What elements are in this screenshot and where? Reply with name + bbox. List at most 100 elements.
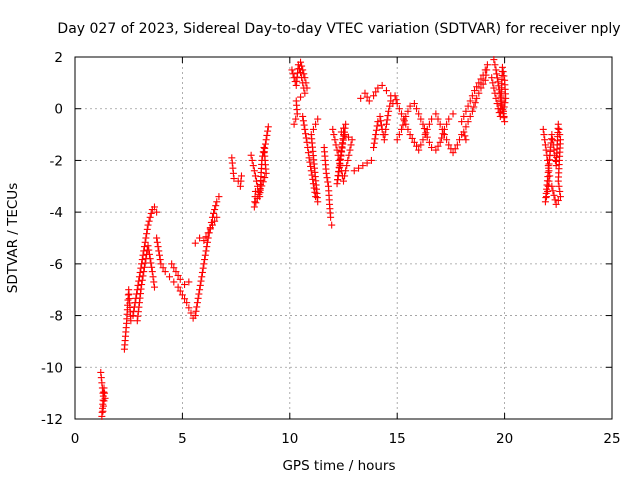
data-point	[185, 278, 193, 286]
data-point	[256, 186, 264, 194]
data-point	[200, 237, 208, 245]
data-point	[382, 125, 390, 133]
data-point	[300, 70, 308, 78]
data-point	[357, 94, 365, 102]
data-point	[462, 123, 470, 131]
data-point	[380, 136, 388, 144]
data-point	[348, 136, 356, 144]
data-point	[494, 78, 502, 86]
data-point	[374, 84, 382, 92]
data-point	[153, 208, 161, 216]
data-point	[350, 167, 358, 175]
data-point	[413, 105, 421, 113]
data-point	[378, 81, 386, 89]
data-point	[196, 286, 204, 294]
data-point	[471, 87, 479, 95]
data-point	[145, 250, 153, 258]
data-point	[341, 172, 349, 180]
data-point	[211, 206, 219, 214]
data-point	[200, 260, 208, 268]
data-point	[303, 84, 311, 92]
data-point	[154, 243, 162, 251]
data-point	[161, 268, 169, 276]
data-point	[157, 260, 165, 268]
y-axis-label: SDTVAR / TECUs	[5, 183, 21, 293]
data-point	[202, 233, 210, 241]
data-point	[406, 131, 414, 139]
data-point	[359, 162, 367, 170]
data-point	[312, 120, 320, 128]
data-point	[370, 139, 378, 147]
data-point	[479, 80, 487, 88]
data-point	[247, 151, 255, 159]
data-point	[324, 178, 332, 186]
data-point	[153, 238, 161, 246]
y-tick-label: -6	[50, 257, 63, 273]
data-point	[363, 159, 371, 167]
data-point	[341, 124, 349, 132]
data-point	[203, 238, 211, 246]
data-point	[150, 283, 158, 291]
data-point	[495, 86, 503, 94]
data-point	[198, 268, 206, 276]
data-point	[499, 68, 507, 76]
data-point	[237, 172, 245, 180]
data-point	[204, 229, 212, 237]
data-point	[373, 122, 381, 130]
data-point	[548, 182, 556, 190]
data-point	[423, 133, 431, 141]
x-tick-label: 15	[389, 431, 406, 447]
data-point	[432, 110, 440, 118]
data-point	[150, 278, 158, 286]
data-point	[548, 131, 556, 139]
data-point	[199, 264, 207, 272]
data-point	[436, 138, 444, 146]
data-point	[443, 120, 451, 128]
data-point	[382, 120, 390, 128]
data-point	[413, 142, 421, 150]
chart-title: Day 027 of 2023, Sidereal Day-to-day VTE…	[57, 21, 620, 37]
data-point	[290, 120, 298, 128]
data-point	[307, 162, 315, 170]
data-point	[302, 130, 310, 138]
data-point	[145, 246, 153, 254]
data-point	[314, 115, 322, 123]
data-point	[492, 94, 500, 102]
data-point	[415, 146, 423, 154]
data-point	[134, 281, 142, 289]
data-point	[264, 127, 272, 135]
data-point	[305, 154, 313, 162]
data-point	[419, 136, 427, 144]
data-point	[329, 125, 337, 133]
data-point	[552, 200, 560, 208]
data-point	[101, 394, 109, 402]
data-point	[155, 247, 163, 255]
data-point	[393, 136, 401, 144]
data-point	[340, 177, 347, 185]
data-point	[556, 187, 564, 195]
data-point	[176, 287, 184, 295]
data-point	[333, 146, 341, 154]
data-point	[495, 82, 503, 90]
data-point	[203, 243, 211, 251]
data-point	[500, 114, 508, 122]
data-point	[540, 131, 548, 139]
data-point	[342, 167, 350, 175]
x-tick-label: 25	[603, 431, 620, 447]
data-point	[370, 92, 378, 100]
data-point	[302, 79, 310, 87]
data-point	[551, 196, 559, 204]
data-point	[491, 61, 499, 69]
data-point	[491, 89, 499, 97]
data-point	[370, 144, 378, 151]
data-point	[201, 256, 209, 264]
data-point	[554, 197, 562, 205]
data-point	[213, 198, 221, 206]
data-point	[196, 234, 204, 242]
data-point	[198, 273, 206, 281]
data-point	[300, 121, 308, 129]
data-point	[328, 221, 336, 229]
data-point	[193, 299, 201, 307]
data-point	[181, 295, 189, 303]
